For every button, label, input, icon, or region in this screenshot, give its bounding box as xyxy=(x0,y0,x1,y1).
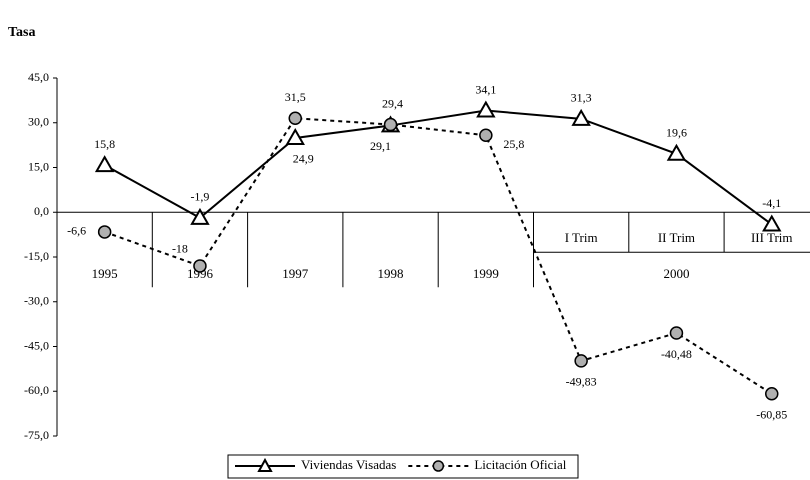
legend-box xyxy=(227,454,579,479)
y-tick-label: 45,0 xyxy=(28,70,49,84)
marker xyxy=(193,259,207,273)
marker xyxy=(94,155,115,173)
x-tick-label: 1996 xyxy=(187,266,214,281)
marker xyxy=(285,127,305,145)
data-label: 31,3 xyxy=(571,91,592,105)
x-tick-label: 1999 xyxy=(473,266,499,281)
marker xyxy=(666,143,687,161)
data-label: 34,1 xyxy=(475,82,496,96)
data-label: 25,8 xyxy=(503,137,524,151)
y-tick-label: -60,0 xyxy=(24,383,49,397)
y-tick-label: -30,0 xyxy=(24,294,49,308)
y-tick-label: 30,0 xyxy=(28,115,49,129)
data-label: 19,6 xyxy=(666,126,687,140)
marker xyxy=(669,326,684,340)
series-line xyxy=(104,117,773,395)
y-tick-label: 15,0 xyxy=(28,159,49,173)
group-label: 2000 xyxy=(663,266,689,281)
x-tick-label: 1997 xyxy=(282,266,309,281)
marker xyxy=(476,100,496,118)
marker xyxy=(383,117,398,132)
data-label: -60,85 xyxy=(756,408,787,422)
y-tick-label: 0,0 xyxy=(34,204,49,218)
data-label: -6,6 xyxy=(67,224,86,238)
x-tick-label: 1995 xyxy=(92,266,118,281)
y-tick-label: -75,0 xyxy=(24,428,49,442)
x-tick-label: II Trim xyxy=(658,230,695,245)
data-label: -40,48 xyxy=(661,347,692,361)
legend-marker xyxy=(432,460,445,472)
marker xyxy=(762,214,782,232)
y-tick-label: -15,0 xyxy=(24,249,49,263)
chart-title: Tasa xyxy=(8,25,36,40)
data-label: 15,8 xyxy=(94,137,115,151)
x-tick-label: I Trim xyxy=(565,230,598,245)
data-label: -49,83 xyxy=(566,375,597,389)
marker xyxy=(288,111,302,126)
data-label: 24,9 xyxy=(293,152,314,166)
data-label: 31,5 xyxy=(285,90,306,104)
marker xyxy=(571,108,591,126)
legend-label: Viviendas Visadas xyxy=(301,457,396,472)
marker xyxy=(190,207,210,225)
marker xyxy=(479,128,493,143)
marker xyxy=(97,225,112,239)
legend-label: Licitación Oficial xyxy=(474,457,566,472)
x-tick-label: 1998 xyxy=(378,266,404,281)
marker xyxy=(765,387,779,401)
legend-marker xyxy=(257,457,273,472)
data-label: 29,4 xyxy=(382,96,403,110)
x-tick-label: III Trim xyxy=(751,230,793,245)
marker xyxy=(574,354,588,368)
data-label: -18 xyxy=(172,242,188,256)
data-label: -1,9 xyxy=(190,190,209,204)
data-label: -4,1 xyxy=(762,196,781,210)
y-tick-label: -45,0 xyxy=(24,338,49,352)
series-line xyxy=(104,109,773,226)
data-label: 29,1 xyxy=(370,139,391,153)
